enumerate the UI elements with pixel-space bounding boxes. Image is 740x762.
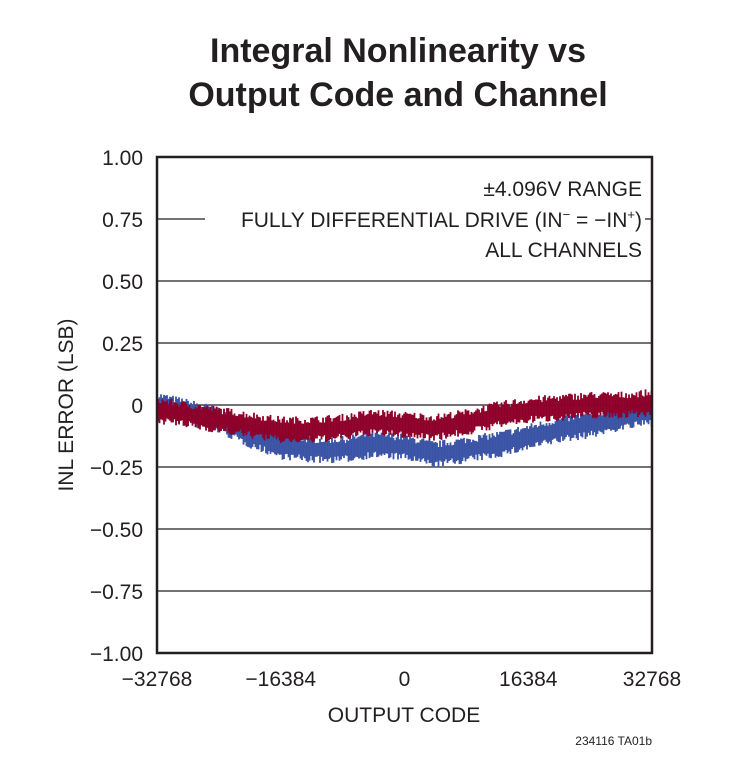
- x-tick-label: 32768: [623, 668, 681, 691]
- annotation-drive-end: ): [635, 209, 642, 232]
- chart-title-line-1: Integral Nonlinearity vs: [210, 32, 586, 70]
- y-tick-label: 1.00: [102, 147, 143, 170]
- series-1: [157, 389, 653, 443]
- y-tick-label: −0.75: [90, 581, 143, 604]
- annotation-channels: ALL CHANNELS: [485, 239, 642, 262]
- y-tick-label: 0.75: [102, 209, 143, 232]
- x-tick-labels: −32768 −16384 0 16384 32768: [122, 668, 682, 691]
- chart-title-line-2: Output Code and Channel: [188, 76, 607, 114]
- annotation-drive-sup1: −: [563, 207, 571, 222]
- annotation-background: [205, 200, 645, 240]
- x-tick-label: −32768: [122, 668, 193, 691]
- footnote: 234116 TA01b: [575, 734, 652, 748]
- annotation-drive: FULLY DIFFERENTIAL DRIVE (IN− = −IN+): [241, 207, 642, 232]
- x-tick-label: 16384: [499, 668, 558, 691]
- x-tick-label: −16384: [245, 668, 316, 691]
- x-tick-label: 0: [399, 668, 411, 691]
- annotation-drive-main: FULLY DIFFERENTIAL DRIVE (IN: [241, 209, 563, 232]
- annotation-range: ±4.096V RANGE: [483, 178, 642, 201]
- y-tick-label: −0.50: [90, 519, 143, 542]
- annotation-drive-sup2: +: [627, 207, 635, 222]
- data-series: [157, 389, 653, 468]
- y-tick-labels: 1.00 0.75 0.50 0.25 0 −0.25 −0.50 −0.75 −1.00: [90, 147, 143, 666]
- x-axis-label: OUTPUT CODE: [328, 704, 480, 727]
- annotation-drive-mid: = −IN: [570, 209, 627, 232]
- grid-lines: [157, 218, 652, 592]
- y-tick-label: 0.25: [102, 333, 143, 356]
- y-tick-label: −0.25: [90, 457, 143, 480]
- y-axis-label: INL ERROR (LSB): [55, 318, 78, 491]
- y-tick-label: 0.50: [102, 271, 143, 294]
- y-tick-label: −1.00: [90, 643, 143, 666]
- y-tick-label: 0: [131, 395, 143, 418]
- plot-frame: [155, 155, 654, 655]
